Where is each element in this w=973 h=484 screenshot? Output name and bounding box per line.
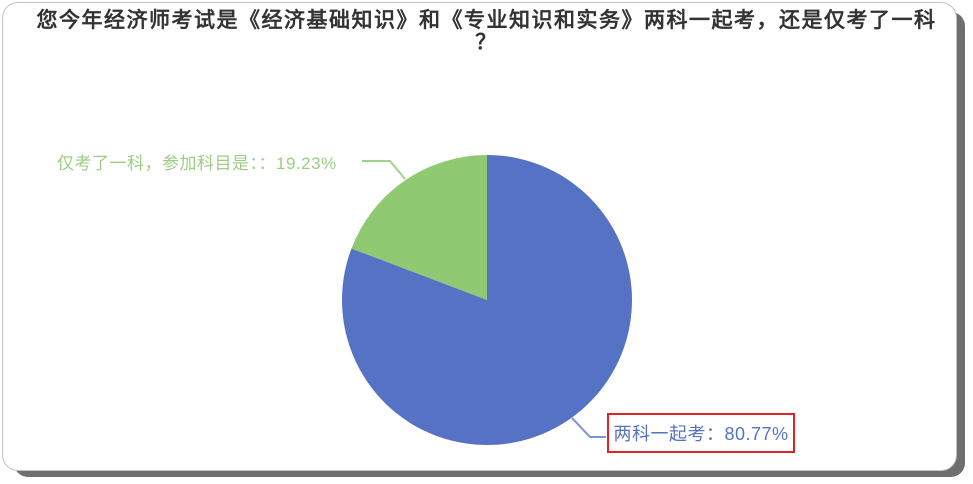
question-title: 您今年经济师考试是《经济基础知识》和《专业知识和实务》两科一起考，还是仅考了一科… <box>0 10 973 54</box>
slice-label-both-subjects: 两科一起考：80.77% <box>613 424 789 444</box>
slice-label-single-subject: 仅考了一科，参加科目是：：19.23% <box>57 154 337 173</box>
question-title-line1: 您今年经济师考试是《经济基础知识》和《专业知识和实务》两科一起考，还是仅考了一科 <box>36 9 937 32</box>
question-title-line2: ？ <box>475 31 498 54</box>
survey-card <box>2 2 957 471</box>
highlight-box-both-subjects: 两科一起考：80.77% <box>607 413 795 453</box>
